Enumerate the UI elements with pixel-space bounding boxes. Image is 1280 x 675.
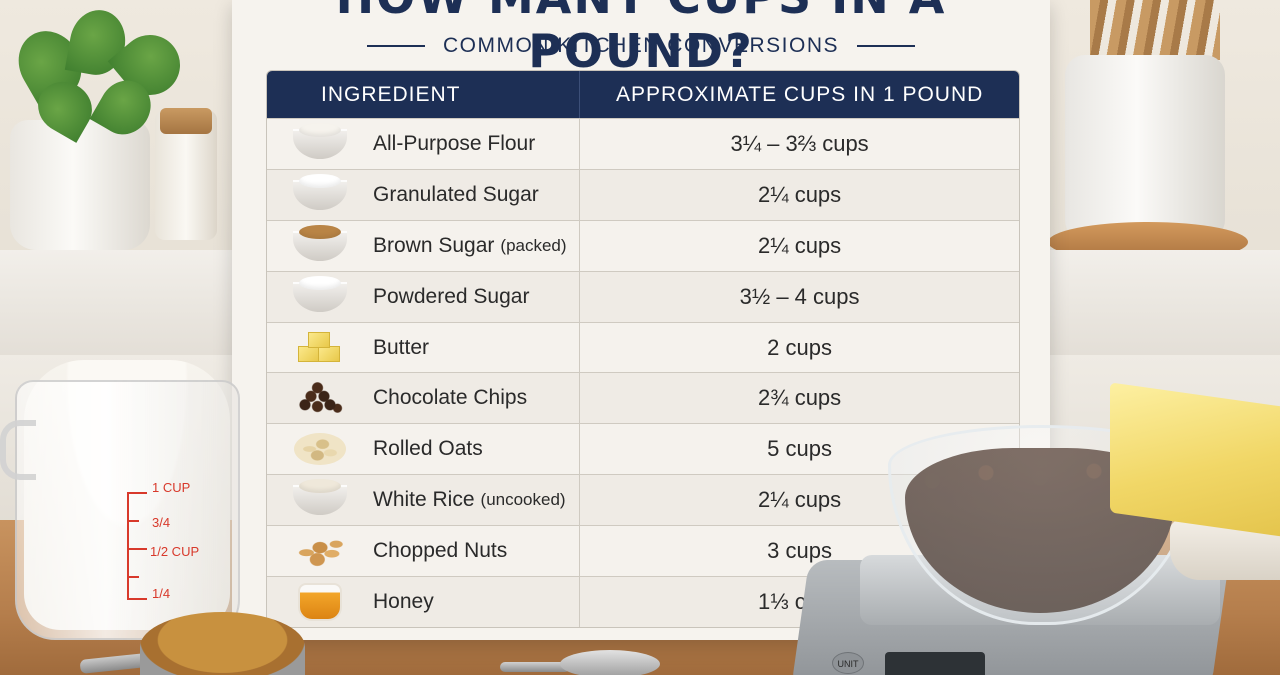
scale-unit-button[interactable]: UNIT (832, 652, 864, 674)
flour-bowl-icon (267, 122, 373, 159)
subtitle-row: COMMON KITCHEN CONVERSIONS (232, 32, 1050, 60)
cups-value: 2 cups (767, 334, 832, 360)
header-ingredient: INGREDIENT (267, 71, 581, 118)
powdered-sugar-bowl-icon (267, 275, 373, 312)
subtitle-rule-left (366, 45, 425, 47)
table-header: INGREDIENT APPROXIMATE CUPS IN 1 POUND (267, 71, 1019, 118)
measure-mark-3-4: 3/4 (152, 515, 171, 530)
ingredient-name: Powdered Sugar (373, 284, 530, 308)
header-cups: APPROXIMATE CUPS IN 1 POUND (615, 82, 984, 106)
rolled-oats-icon (267, 433, 373, 466)
measure-tick (127, 548, 147, 550)
salt-shaker-cap (160, 108, 212, 134)
ingredient-cell: Rolled Oats (267, 424, 581, 475)
ingredient-cell: White Rice (uncooked) (267, 475, 581, 526)
ingredient-cell: Butter (267, 322, 581, 373)
ingredient-cell: Powdered Sugar (267, 271, 581, 322)
plant-pot (10, 120, 150, 250)
subtitle-rule-right (857, 45, 916, 47)
ingredient-name: Rolled Oats (373, 437, 483, 461)
scale-display (885, 652, 985, 675)
cups-value: 3½ – 4 cups (739, 283, 860, 309)
chocolate-chips-icon (267, 381, 373, 416)
ingredient-name: Chocolate Chips (373, 386, 528, 410)
ingredient-name: Butter (373, 335, 430, 359)
measuring-cup-handle (0, 420, 36, 480)
measure-tick (127, 492, 147, 494)
measuring-spoon (560, 650, 660, 675)
ingredient-note: (uncooked) (480, 490, 566, 510)
table-row: Chopped Nuts 3 cups (267, 525, 1019, 577)
measure-tick (127, 598, 147, 600)
ingredient-cell: All-Purpose Flour (267, 119, 581, 169)
ingredient-name: White Rice (373, 488, 475, 512)
nuts-icon (267, 534, 373, 569)
ingredient-name: Granulated Sugar (373, 182, 539, 206)
measuring-spoon-handle (500, 662, 570, 672)
brown-sugar-cup (140, 612, 305, 675)
table-row: Powdered Sugar 3½ – 4 cups (267, 270, 1019, 322)
cups-value: 5 cups (767, 436, 832, 462)
measure-tick (127, 520, 139, 522)
measure-mark-1-2-cup: 1/2 CUP (150, 544, 200, 559)
table-row: Chocolate Chips 2¾ cups (267, 372, 1019, 424)
ingredient-note: (packed) (500, 235, 567, 255)
ingredient-cell: Honey (267, 577, 581, 627)
wooden-utensils (1090, 0, 1220, 60)
ingredient-cell: Granulated Sugar (267, 169, 581, 220)
poster-subtitle: COMMON KITCHEN CONVERSIONS (442, 34, 840, 57)
table-body: All-Purpose Flour 3¼ – 3⅔ cups Granulated … (267, 118, 1019, 627)
cups-value: 2¼ cups (758, 181, 842, 207)
rice-bowl-icon (267, 479, 373, 516)
ingredient-name: Chopped Nuts (373, 539, 508, 563)
table-row: Granulated Sugar 2¼ cups (267, 168, 1019, 220)
sugar-bowl-icon (267, 173, 373, 210)
ingredient-name: Brown Sugar (373, 233, 495, 257)
measure-scale-line (127, 492, 129, 600)
butter-block (1110, 382, 1280, 538)
butter-cubes-icon (267, 330, 373, 366)
ingredient-name: Honey (373, 589, 434, 613)
honey-jar-icon (267, 582, 373, 621)
ingredient-cell: Chocolate Chips (267, 373, 581, 424)
brown-sugar-bowl-icon (267, 224, 373, 261)
table-row: Brown Sugar (packed) 2¼ cups (267, 219, 1019, 271)
cups-value: 2¼ cups (758, 487, 842, 513)
ingredient-cell: Chopped Nuts (267, 526, 581, 577)
table-row: Butter 2 cups (267, 321, 1019, 373)
cups-value: 2¾ cups (758, 385, 842, 411)
table-row: All-Purpose Flour 3¼ – 3⅔ cups (267, 118, 1019, 169)
measure-mark-1-cup: 1 CUP (152, 480, 191, 495)
cups-value: 3¼ – 3⅔ cups (730, 130, 869, 156)
cups-value: 3 cups (767, 538, 832, 564)
measure-tick (127, 576, 139, 578)
utensil-jar (1065, 55, 1225, 240)
poster-title: HOW MANY CUPS IN A POUND? (336, 0, 945, 78)
measure-mark-1-4: 1/4 (152, 586, 171, 601)
ingredient-cell: Brown Sugar (packed) (267, 220, 581, 271)
ingredient-name: All-Purpose Flour (373, 131, 536, 155)
cups-value: 2¼ cups (758, 232, 842, 258)
